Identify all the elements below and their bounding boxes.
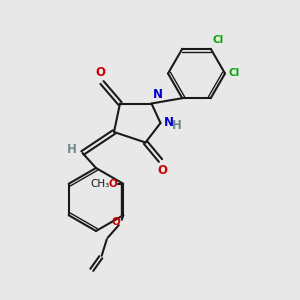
Text: N: N <box>153 88 163 101</box>
Text: O: O <box>95 66 106 79</box>
Text: CH₃: CH₃ <box>90 179 110 189</box>
Text: O: O <box>109 179 117 189</box>
Text: N: N <box>164 116 173 130</box>
Text: Cl: Cl <box>212 35 224 45</box>
Text: H: H <box>67 143 77 156</box>
Text: O: O <box>112 217 120 227</box>
Text: O: O <box>157 164 167 177</box>
Text: Cl: Cl <box>229 68 240 79</box>
Text: H: H <box>172 119 182 133</box>
